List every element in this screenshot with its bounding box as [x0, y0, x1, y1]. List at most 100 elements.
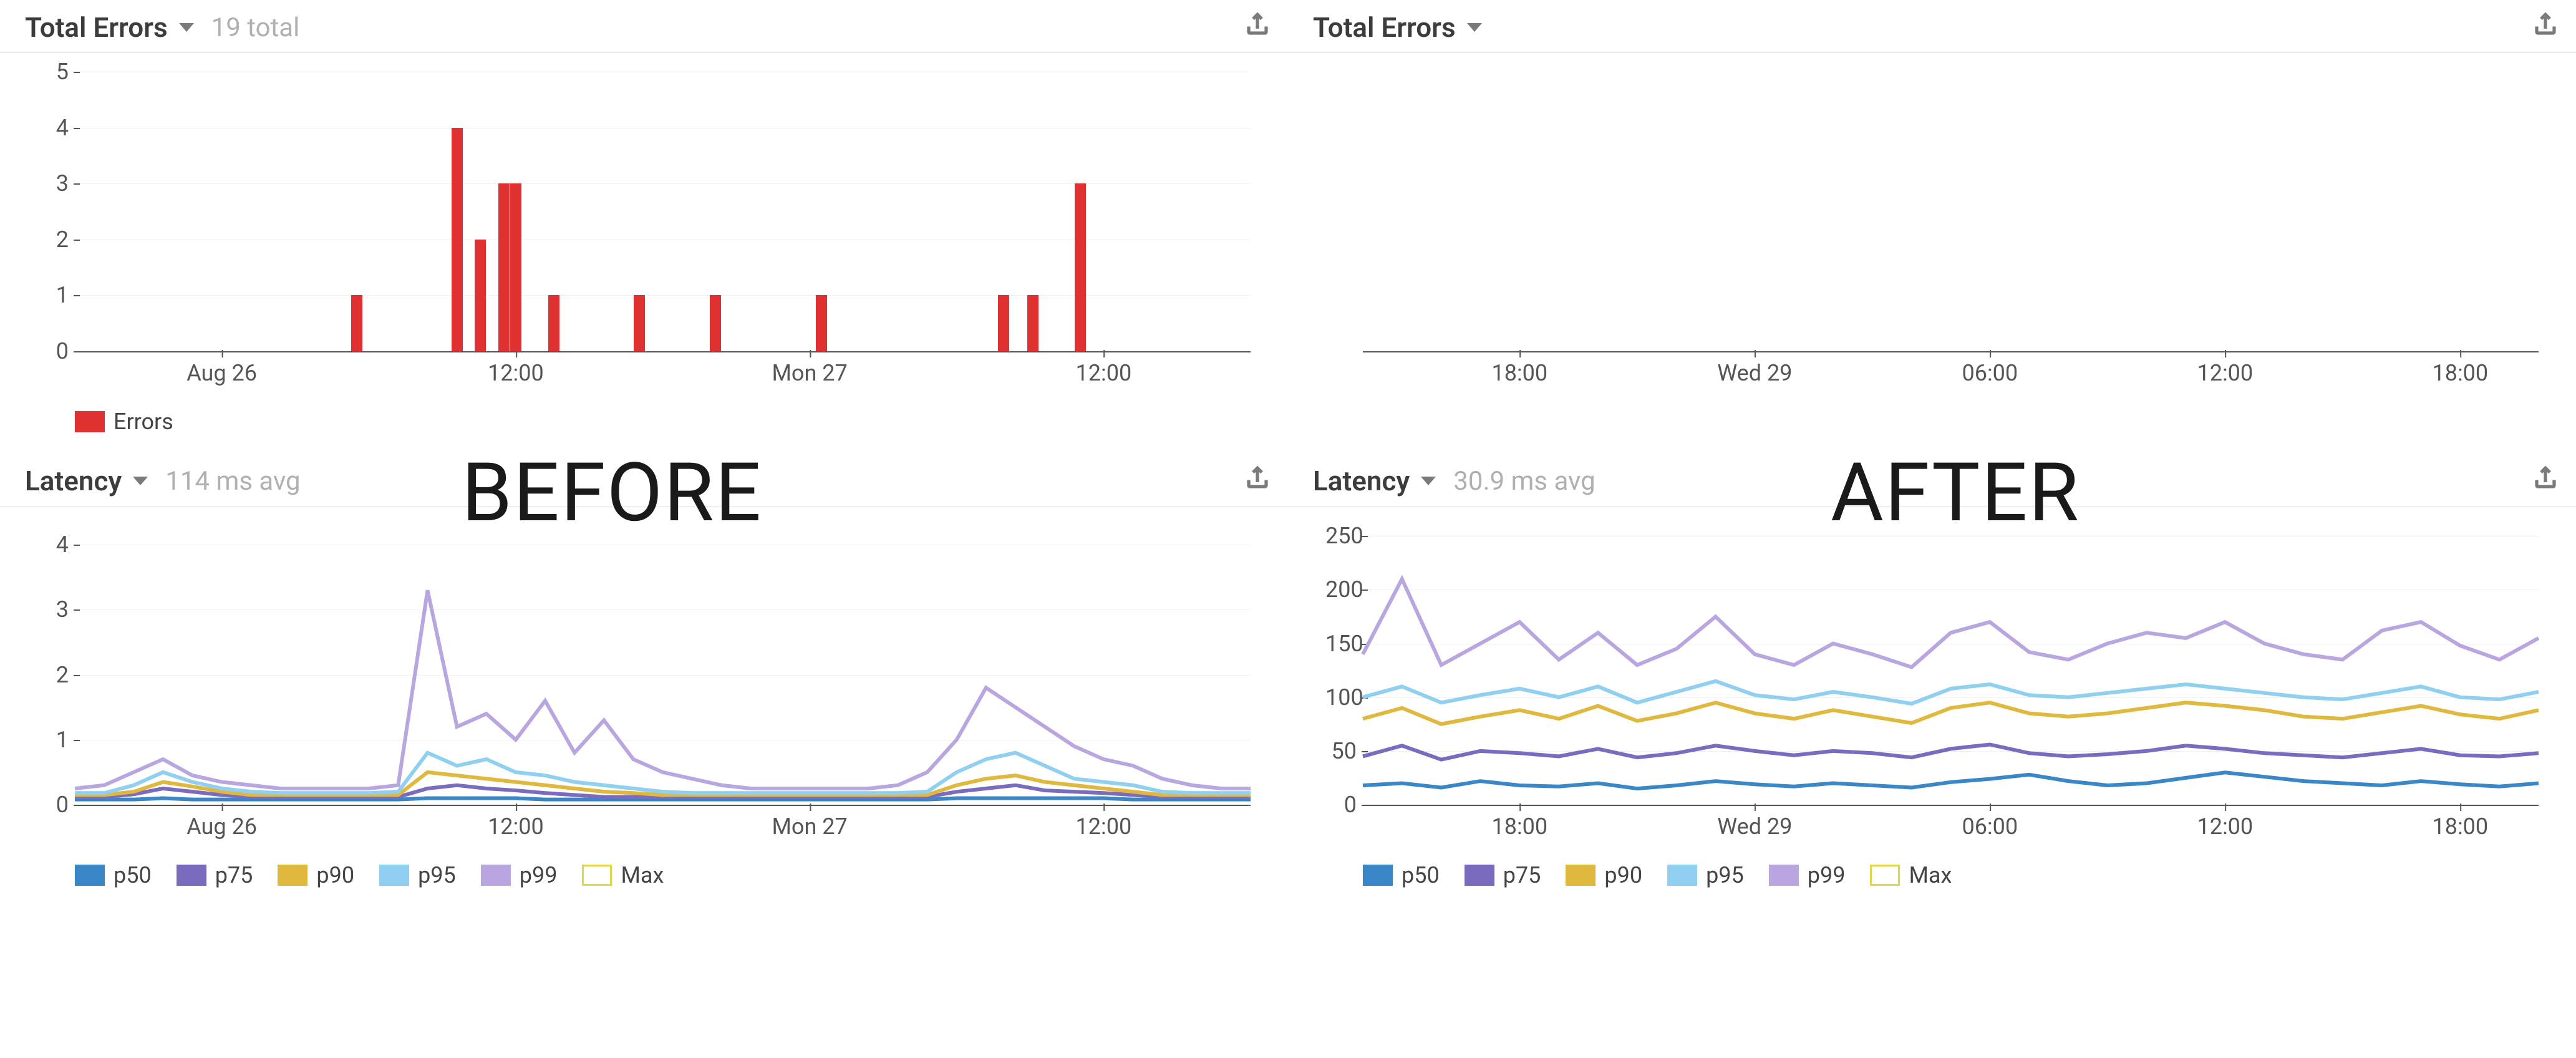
panel-latency-after: Latency 30.9 ms avg AFTER 0 50 100 150 200 25… — [1288, 454, 2576, 907]
panel-title[interactable]: Latency — [1313, 465, 1410, 497]
panel-title[interactable]: Total Errors — [25, 11, 168, 44]
legend-label: Max — [1909, 862, 1952, 888]
share-icon[interactable] — [2532, 11, 2559, 37]
legend-swatch — [1667, 865, 1697, 886]
error-bar — [510, 183, 521, 351]
chevron-down-icon[interactable] — [1421, 477, 1436, 485]
y-tick: 150 — [1325, 631, 1357, 657]
legend-label: p50 — [1402, 862, 1440, 888]
x-tick: 18:00 — [1492, 813, 1548, 840]
x-tick: 12:00 — [2197, 360, 2254, 386]
y-tick: 2 — [37, 226, 69, 253]
chart-body: 01234Aug 2612:00Mon 2712:00 — [0, 507, 1288, 856]
legend — [1288, 402, 2576, 427]
legend-label: p75 — [1503, 862, 1541, 888]
series-p95 — [1363, 681, 2539, 704]
y-tick: 50 — [1325, 738, 1357, 764]
y-tick: 250 — [1325, 523, 1357, 549]
chart-body: 0 1 2 3 4 5 Aug 26 12:00 Mon 27 12:00 — [0, 53, 1288, 402]
share-icon[interactable] — [1244, 11, 1271, 37]
y-tick: 5 — [37, 59, 69, 85]
error-bar — [498, 183, 510, 351]
y-tick: 4 — [37, 531, 69, 558]
legend-item[interactable]: p75 — [1465, 862, 1541, 888]
legend-item[interactable]: p75 — [177, 862, 253, 888]
x-tick: Wed 29 — [1717, 813, 1792, 840]
error-bar — [998, 295, 1009, 351]
panel-title[interactable]: Latency — [25, 465, 122, 497]
x-tick: 18:00 — [2433, 360, 2489, 386]
share-icon[interactable] — [1244, 465, 1271, 491]
x-tick: 12:00 — [488, 360, 544, 386]
error-bar — [548, 295, 559, 351]
legend-item[interactable]: p99 — [481, 862, 558, 888]
chevron-down-icon[interactable] — [1467, 23, 1482, 32]
legend-swatch — [481, 865, 511, 886]
y-tick: 2 — [37, 662, 69, 688]
series-p90 — [1363, 702, 2539, 724]
legend-swatch — [379, 865, 409, 886]
chart-body: 18:00 Wed 29 06:00 12:00 18:00 — [1288, 53, 2576, 402]
x-tick: Aug 26 — [186, 360, 257, 386]
panel-header: Latency 30.9 ms avg AFTER — [1288, 454, 2576, 507]
x-tick: 12:00 — [2197, 813, 2254, 840]
panel-header: Latency 114 ms avg BEFORE — [0, 454, 1288, 507]
panel-latency-before: Latency 114 ms avg BEFORE 01234Aug 2612:… — [0, 454, 1288, 907]
legend-item[interactable]: p95 — [379, 862, 456, 888]
x-tick: Mon 27 — [772, 813, 848, 840]
x-tick: Mon 27 — [772, 360, 848, 386]
y-tick: 0 — [1325, 792, 1357, 818]
legend-swatch — [177, 865, 206, 886]
chart-area: 18:00Wed 2906:0012:0018:00 — [1363, 72, 2539, 352]
x-tick: 06:00 — [1962, 360, 2018, 386]
error-bar — [634, 295, 645, 351]
legend-item[interactable]: p99 — [1769, 862, 1846, 888]
legend-swatch — [1870, 865, 1900, 886]
y-tick: 100 — [1325, 684, 1357, 711]
legend-label: p99 — [1808, 862, 1846, 888]
y-tick: 0 — [37, 338, 69, 364]
y-tick: 1 — [37, 282, 69, 308]
legend-item[interactable]: p90 — [1566, 862, 1642, 888]
y-tick: 4 — [37, 115, 69, 141]
legend-swatch — [1465, 865, 1494, 886]
error-bar — [475, 240, 486, 351]
y-tick: 3 — [37, 596, 69, 623]
chevron-down-icon[interactable] — [133, 477, 148, 485]
legend-swatch — [278, 865, 307, 886]
legend-label: p75 — [215, 862, 253, 888]
legend-swatch — [75, 411, 105, 432]
x-tick: Wed 29 — [1717, 360, 1792, 386]
error-bar — [1075, 183, 1086, 351]
share-icon[interactable] — [2532, 465, 2559, 491]
legend-item[interactable]: p50 — [1363, 862, 1440, 888]
series-p50 — [1363, 772, 2539, 789]
y-tick: 200 — [1325, 576, 1357, 603]
series-p75 — [1363, 745, 2539, 760]
legend-swatch — [75, 865, 105, 886]
legend-item[interactable]: p95 — [1667, 862, 1744, 888]
legend-swatch — [582, 865, 612, 886]
legend-item[interactable]: Errors — [75, 409, 173, 435]
panel-subtitle: 30.9 ms avg — [1453, 466, 1595, 497]
chevron-down-icon[interactable] — [179, 23, 194, 32]
legend-label: p95 — [418, 862, 456, 888]
legend-item[interactable]: Max — [1870, 862, 1952, 888]
legend-item[interactable]: p90 — [278, 862, 354, 888]
panel-subtitle: 19 total — [211, 12, 300, 43]
panel-header: Total Errors — [1288, 0, 2576, 53]
error-bar — [710, 295, 721, 351]
legend-label: p50 — [114, 862, 152, 888]
series-p99 — [75, 590, 1251, 789]
dashboard: Total Errors 19 total 0 1 2 3 4 5 Aug 26 12:00 M… — [0, 0, 2576, 907]
legend-label: p90 — [1604, 862, 1642, 888]
panel-title[interactable]: Total Errors — [1313, 11, 1456, 44]
x-tick: 18:00 — [1492, 360, 1548, 386]
legend-swatch — [1769, 865, 1799, 886]
legend-swatch — [1363, 865, 1393, 886]
legend-item[interactable]: p50 — [75, 862, 152, 888]
x-tick: 12:00 — [1076, 360, 1132, 386]
legend-item[interactable]: Max — [582, 862, 664, 888]
y-tick: 3 — [37, 170, 69, 197]
chart-body: 05010015020025018:00Wed 2906:0012:0018:0… — [1288, 507, 2576, 856]
